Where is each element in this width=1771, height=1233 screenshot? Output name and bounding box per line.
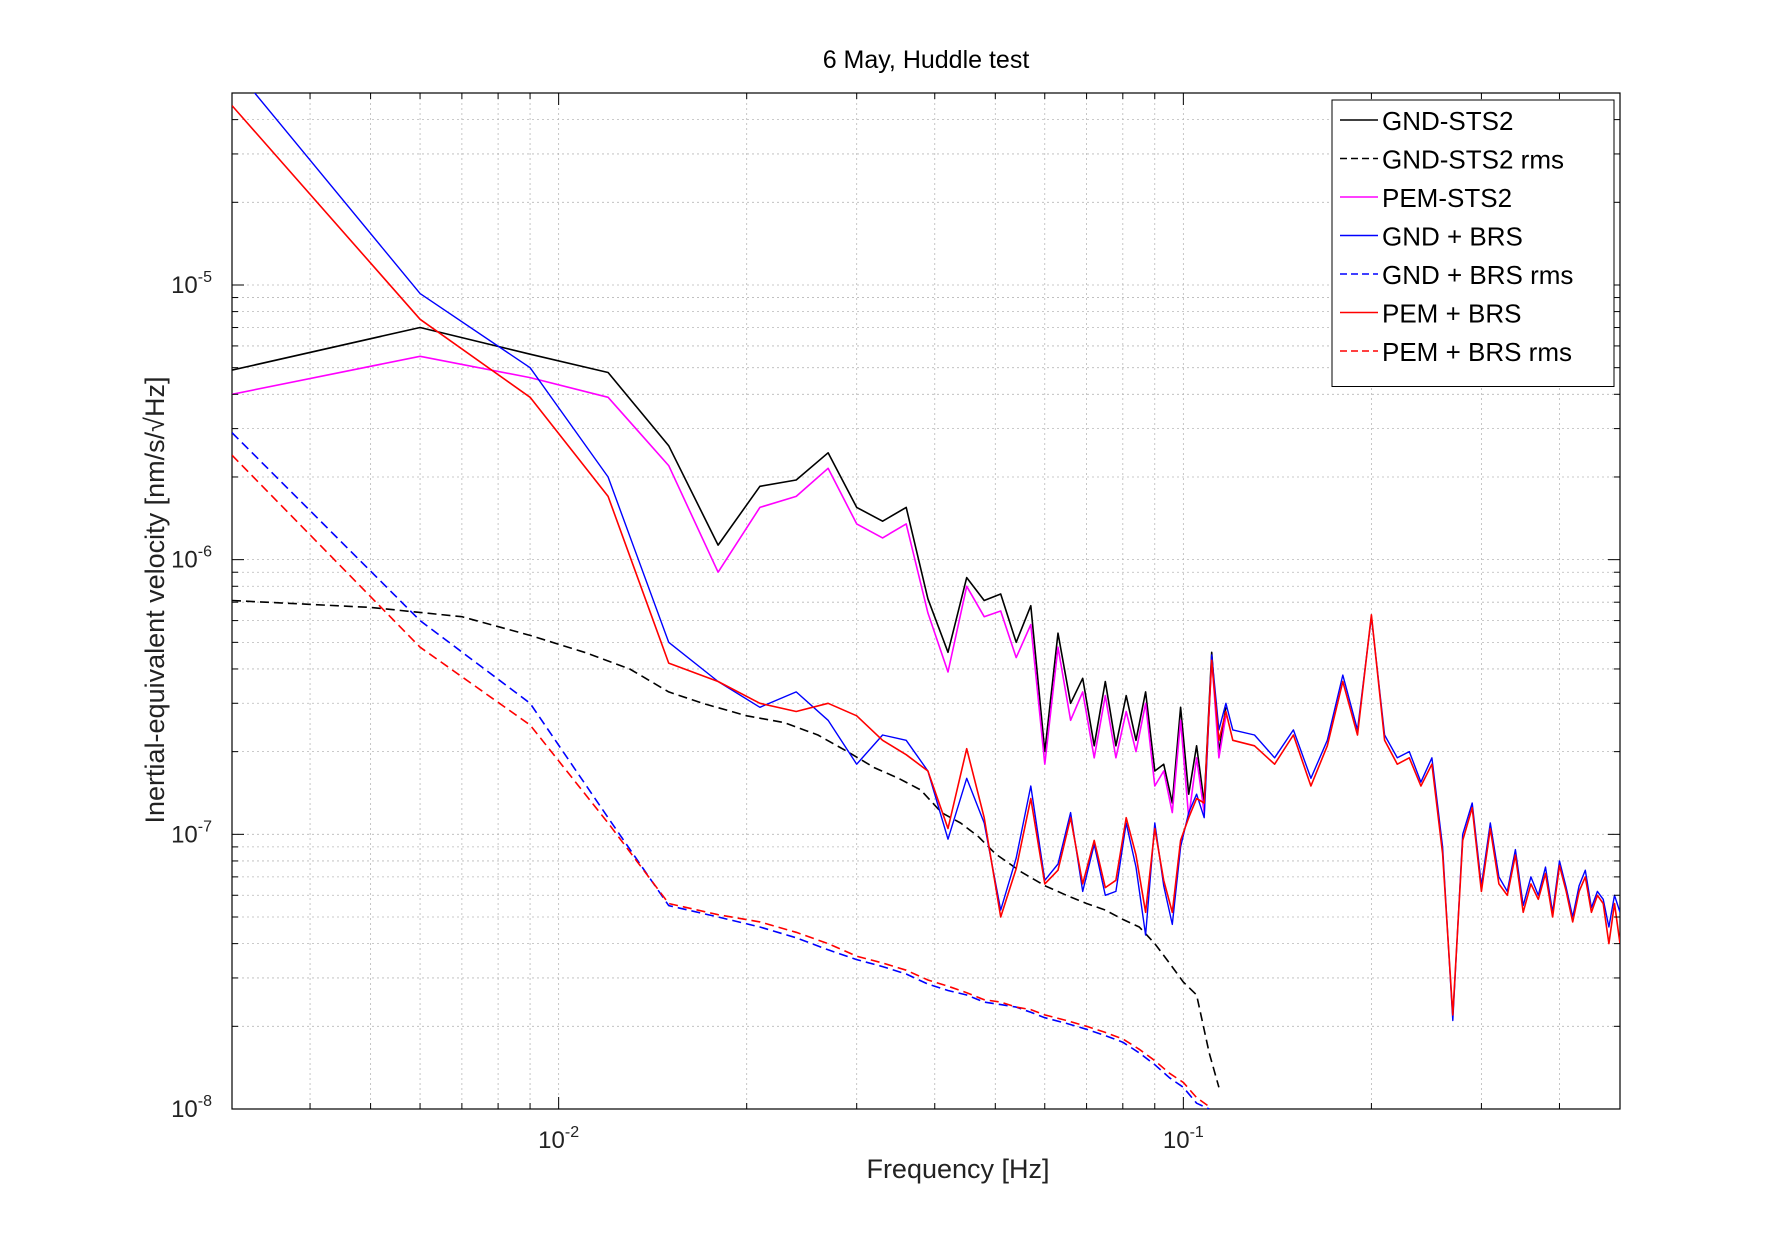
- series-line-gnd-sts2: [232, 326, 1227, 804]
- x-tick-label: 10-2: [538, 1124, 579, 1154]
- y-tick-label: 10-5: [171, 269, 212, 299]
- y-tick-label: 10-7: [171, 818, 212, 848]
- x-axis-label: Frequency [Hz]: [866, 1154, 1049, 1184]
- x-tick-labels: 10-2 10-1: [538, 1124, 1204, 1154]
- legend-label: GND + BRS: [1382, 222, 1523, 252]
- y-tick-labels: 10-8 10-7 10-6 10-5: [171, 269, 212, 1123]
- legend-label: PEM-STS2: [1382, 183, 1512, 213]
- series-line-gnd-brs: [253, 93, 1620, 1022]
- chart-title: 6 May, Huddle test: [823, 46, 1030, 74]
- legend-label: PEM + BRS rms: [1382, 337, 1572, 367]
- legend-box: [1331, 99, 1615, 387]
- y-tick-label: 10-6: [171, 544, 212, 574]
- legend-label: GND-STS2 rms: [1382, 145, 1564, 175]
- y-tick-label: 10-8: [171, 1093, 212, 1123]
- legend-label: GND-STS2: [1382, 106, 1513, 136]
- legend: GND-STS2 GND-STS2 rms PEM-STS2 GND + BRS GND…: [1331, 99, 1615, 387]
- series-line-gnd-brs-rms: [232, 432, 1210, 1109]
- series-line-pem-brs-rms: [232, 454, 1210, 1108]
- series-line-pem-brs: [232, 105, 1620, 1016]
- legend-label: PEM + BRS: [1382, 299, 1521, 329]
- y-axis-label: Inertial-equivalent velocity [nm/s/√Hz]: [140, 377, 170, 824]
- series-layer: [232, 93, 1620, 1109]
- series-line-pem-sts2: [232, 355, 1227, 819]
- legend-label: GND + BRS rms: [1382, 260, 1573, 290]
- x-tick-label: 10-1: [1163, 1124, 1204, 1154]
- series-line-gnd-sts2-rms: [232, 599, 1220, 1088]
